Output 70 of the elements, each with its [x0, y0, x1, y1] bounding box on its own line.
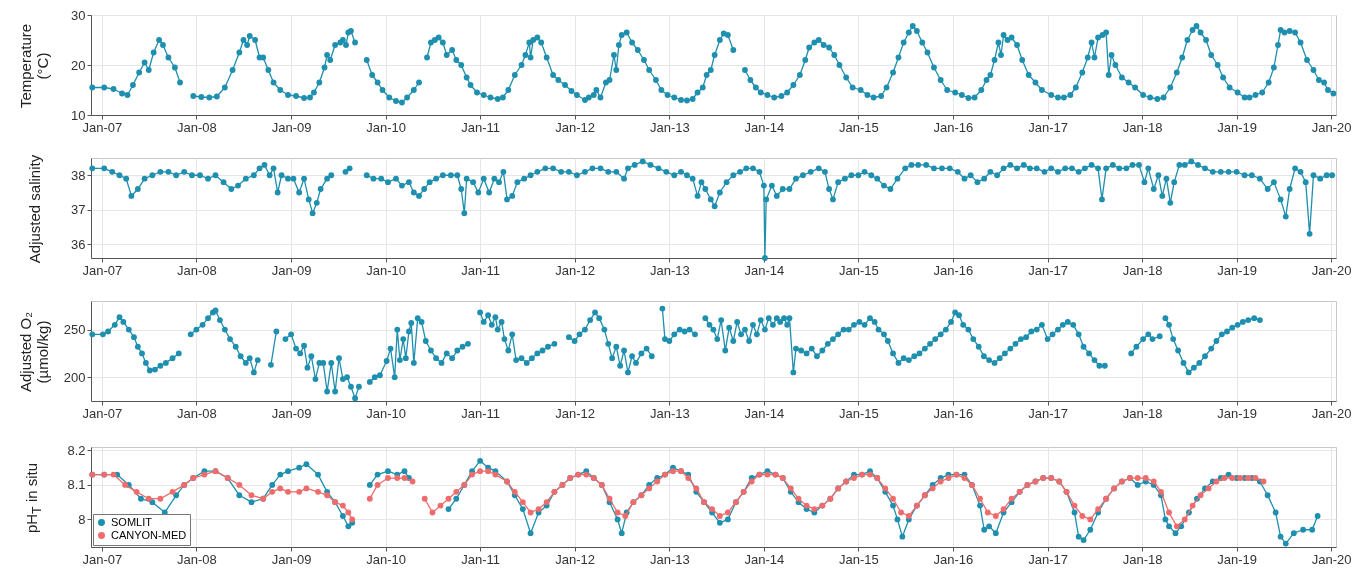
x-tick-label: Jan-11	[461, 262, 501, 278]
x-tick-label: Jan-12	[555, 405, 595, 421]
x-tick-label: Jan-19	[1217, 551, 1257, 567]
x-tick-label: Jan-09	[271, 405, 312, 421]
x-tick-label: Jan-18	[1122, 119, 1163, 135]
x-tick-label: Jan-17	[1028, 405, 1068, 421]
x-tick-label: Jan-19	[1217, 119, 1257, 135]
x-tick-label: Jan-11	[461, 119, 501, 135]
x-tick-label: Jan-14	[744, 262, 785, 278]
x-tick-label: Jan-10	[366, 119, 406, 135]
x-tick-label: Jan-07	[82, 262, 123, 278]
x-tick-label: Jan-10	[366, 551, 406, 567]
x-tick-label: Jan-12	[555, 262, 595, 278]
x-tick-label: Jan-09	[271, 262, 312, 278]
x-tick-label: Jan-07	[82, 551, 123, 567]
x-tick-label: Jan-18	[1122, 262, 1163, 278]
x-tick-label: Jan-17	[1028, 551, 1068, 567]
x-tick-label: Jan-13	[649, 262, 690, 278]
x-tick-label: Jan-10	[366, 405, 406, 421]
x-tick-label: Jan-11	[461, 405, 501, 421]
x-tick-label: Jan-20	[1311, 405, 1352, 421]
x-tick-label: Jan-08	[176, 551, 217, 567]
x-tick-label: Jan-09	[271, 551, 312, 567]
x-tick-label: Jan-20	[1311, 551, 1352, 567]
x-tick-label: Jan-20	[1311, 119, 1352, 135]
x-tick-label: Jan-14	[744, 405, 785, 421]
legend-label: CANYON-MED	[111, 528, 187, 541]
x-tick-label: Jan-15	[838, 262, 879, 278]
x-tick-label: Jan-13	[649, 119, 690, 135]
y-tick-label: 8.2	[67, 442, 86, 458]
x-tick-label: Jan-16	[933, 262, 974, 278]
x-tick-label: Jan-19	[1217, 262, 1257, 278]
y-tick-label: 30	[71, 7, 86, 23]
y-tick-label: 8	[78, 511, 86, 527]
x-tick-label: Jan-18	[1122, 551, 1163, 567]
x-tick-label: Jan-17	[1028, 262, 1068, 278]
y-tick-label: 200	[63, 369, 86, 385]
x-tick-label: Jan-07	[82, 405, 123, 421]
x-tick-label: Jan-14	[744, 551, 785, 567]
y-tick-label: 20	[71, 57, 86, 73]
x-tick-label: Jan-18	[1122, 405, 1163, 421]
x-tick-label: Jan-08	[176, 405, 217, 421]
y-tick-label: 38	[71, 167, 86, 183]
x-tick-label: Jan-09	[271, 119, 312, 135]
y-axis-title: Temperature (°C)	[17, 22, 51, 110]
x-tick-label: Jan-08	[176, 262, 217, 278]
y-axis-title: Adjusted O₂ (µmol/kg)	[17, 310, 51, 394]
x-tick-label: Jan-15	[838, 551, 879, 567]
x-tick-label: Jan-20	[1311, 262, 1352, 278]
y-tick-label: 37	[71, 202, 86, 218]
x-tick-label: Jan-19	[1217, 405, 1257, 421]
y-tick-label: 250	[63, 322, 86, 338]
y-axis-title: Adjusted salinity	[25, 153, 43, 264]
x-tick-label: Jan-14	[744, 119, 785, 135]
x-tick-label: Jan-12	[555, 119, 595, 135]
x-tick-label: Jan-13	[649, 405, 690, 421]
x-tick-label: Jan-11	[461, 551, 501, 567]
x-tick-label: Jan-16	[933, 405, 974, 421]
x-tick-label: Jan-15	[838, 405, 879, 421]
x-tick-label: Jan-10	[366, 262, 406, 278]
x-tick-label: Jan-16	[933, 119, 974, 135]
x-tick-label: Jan-15	[838, 119, 879, 135]
x-tick-label: Jan-13	[649, 551, 690, 567]
x-tick-label: Jan-17	[1028, 119, 1068, 135]
y-tick-label: 36	[71, 236, 86, 252]
x-tick-label: Jan-08	[176, 119, 217, 135]
x-tick-label: Jan-16	[933, 551, 974, 567]
x-tick-label: Jan-12	[555, 551, 595, 567]
legend-label: SOMLIT	[111, 515, 153, 528]
y-tick-label: 8.1	[67, 477, 86, 493]
